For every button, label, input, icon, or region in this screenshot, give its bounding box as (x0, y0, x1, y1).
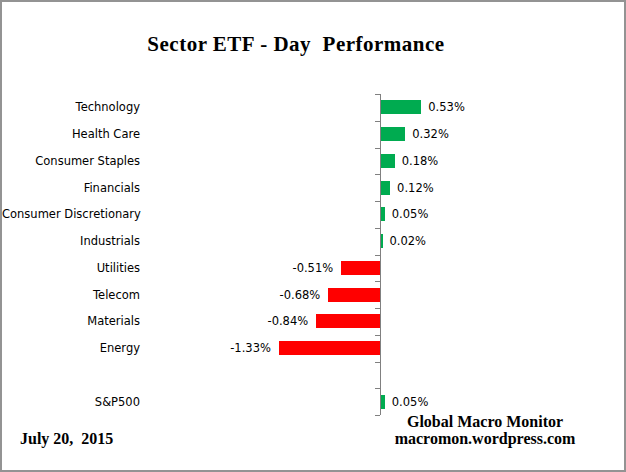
category-label: Financials (2, 180, 140, 196)
value-label: 0.18% (402, 153, 439, 169)
value-label: 0.05% (392, 394, 429, 410)
bar (381, 234, 383, 248)
value-axis (380, 94, 381, 415)
axis-tick (375, 174, 380, 175)
axis-tick (375, 228, 380, 229)
value-label: -0.51% (293, 260, 334, 276)
value-label: 0.12% (397, 180, 434, 196)
bar (341, 261, 380, 275)
category-label: Industrials (2, 233, 140, 249)
bar (381, 127, 405, 141)
bar (381, 100, 421, 114)
category-label: S&P500 (2, 394, 140, 410)
footer-credit-line2: macromon.wordpress.com (374, 430, 596, 447)
axis-tick (375, 415, 380, 416)
category-label: Materials (2, 313, 140, 329)
category-label: Utilities (2, 260, 140, 276)
axis-tick (375, 148, 380, 149)
category-label: Consumer Staples (2, 153, 140, 169)
chart-canvas: Sector ETF - Day Performance July 20, 20… (0, 0, 626, 472)
bar (279, 341, 380, 355)
bar (381, 395, 385, 409)
bar (316, 314, 380, 328)
axis-tick (375, 201, 380, 202)
bar (381, 154, 395, 168)
category-label: Technology (2, 99, 140, 115)
value-label: -1.33% (230, 340, 271, 356)
category-label: Consumer Discretionary (2, 206, 140, 222)
value-label: -0.84% (268, 313, 309, 329)
value-label: 0.02% (390, 233, 427, 249)
category-label: Telecom (2, 287, 140, 303)
bar (381, 207, 385, 221)
axis-tick (375, 388, 380, 389)
value-label: 0.05% (392, 206, 429, 222)
axis-tick (375, 362, 380, 363)
axis-tick (375, 281, 380, 282)
axis-tick (375, 335, 380, 336)
value-label: -0.68% (280, 287, 321, 303)
footer-date: July 20, 2015 (20, 430, 113, 448)
bar (328, 288, 380, 302)
value-label: 0.32% (412, 126, 449, 142)
axis-tick (375, 121, 380, 122)
footer-credit-line1: Global Macro Monitor (374, 413, 596, 430)
chart-title: Sector ETF - Day Performance (2, 32, 590, 57)
axis-tick (375, 94, 380, 95)
value-label: 0.53% (428, 99, 465, 115)
footer-credit: Global Macro Monitor macromon.wordpress.… (374, 413, 596, 447)
bar (381, 181, 390, 195)
axis-tick (375, 255, 380, 256)
axis-tick (375, 308, 380, 309)
category-label: Health Care (2, 126, 140, 142)
category-label: Energy (2, 340, 140, 356)
